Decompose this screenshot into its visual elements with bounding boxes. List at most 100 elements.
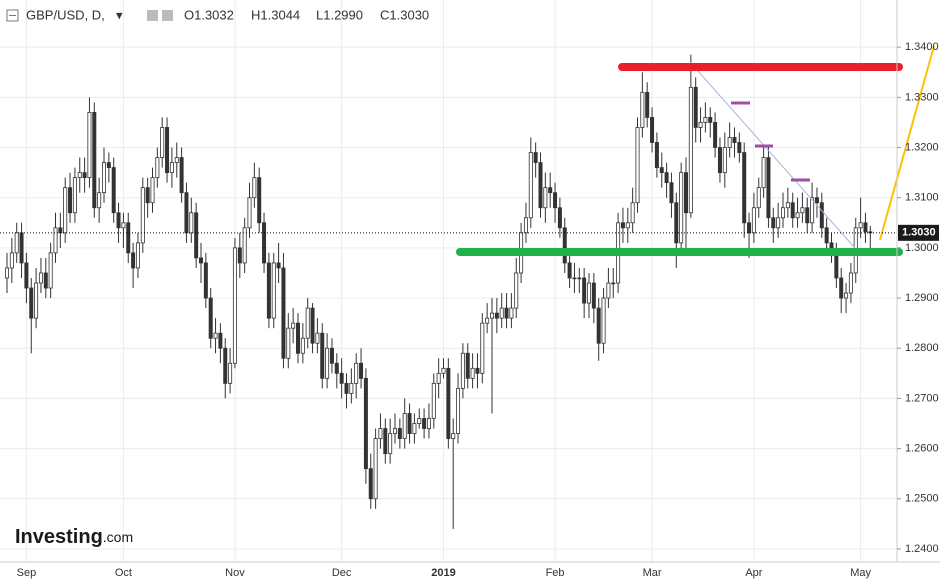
candle-body (863, 222, 868, 233)
candle-body (397, 428, 402, 439)
candle-body (402, 413, 407, 439)
candle-body (412, 423, 417, 434)
candle-body (237, 247, 242, 264)
collapse-icon[interactable] (6, 9, 19, 22)
candle-body (121, 222, 126, 229)
candle-body (747, 222, 752, 234)
candle-body (354, 362, 359, 384)
header: GBP/USD, D, ▾ O1.3032 H1.3044 L1.2990 C1… (6, 7, 429, 22)
candle-body (514, 272, 519, 309)
candle-body (359, 362, 364, 379)
candle-body (606, 282, 611, 299)
candle-body (145, 187, 150, 204)
candle-body (77, 172, 82, 179)
candle-body (165, 127, 170, 174)
candle-body (839, 277, 844, 299)
candle-body (131, 252, 136, 269)
candle-body (834, 252, 839, 279)
candle-body (392, 428, 397, 434)
x-tick-label: Apr (745, 567, 762, 579)
candle-body (703, 117, 708, 123)
candle-body (82, 172, 87, 179)
candle-body (650, 117, 655, 143)
y-tick-label: 1.2500 (905, 493, 939, 505)
candle-body (252, 177, 257, 199)
candle-body (785, 202, 790, 209)
candle-body (247, 197, 252, 229)
candle-body (320, 332, 325, 379)
close-icon[interactable] (162, 10, 173, 21)
candle-body (87, 112, 92, 179)
candle-body (349, 382, 354, 394)
candle-body (431, 382, 436, 419)
candle-body (776, 217, 781, 229)
candle-body (494, 312, 499, 319)
candle-body (611, 282, 616, 285)
candle-body (368, 468, 373, 500)
candle-body (582, 277, 587, 304)
candle-body (727, 137, 732, 148)
dropdown-arrow[interactable]: ▾ (116, 7, 123, 22)
settings-icon[interactable] (147, 10, 158, 21)
candle-body (737, 142, 742, 153)
candle-body (24, 262, 29, 289)
candle-body (654, 142, 659, 168)
x-tick-label: Sep (17, 567, 37, 579)
candle-body (383, 428, 388, 455)
logo-text: Investing.com (15, 526, 133, 548)
candle-body (373, 438, 378, 500)
candle-body (523, 217, 528, 234)
candle-body (475, 367, 480, 374)
candle-body (92, 112, 97, 209)
candle-body (557, 207, 562, 229)
candle-body (805, 207, 810, 224)
candle-body (567, 262, 572, 279)
candle-body (771, 217, 776, 229)
candle-body (155, 157, 160, 179)
y-tick-label: 1.3200 (905, 141, 939, 153)
y-tick-label: 1.2800 (905, 342, 939, 354)
candle-body (664, 172, 669, 184)
candle-body (305, 307, 310, 339)
candle-body (315, 332, 320, 344)
candle-body (635, 127, 640, 204)
candle-body (533, 152, 538, 163)
candle-body (470, 367, 475, 379)
candle-body (223, 347, 228, 384)
candle-body (286, 327, 291, 359)
candle-body (102, 162, 107, 194)
candle-body (548, 187, 553, 194)
candle-body (485, 317, 490, 324)
candle-body (679, 172, 684, 244)
candle-body (844, 292, 849, 299)
candle-body (271, 262, 276, 319)
candle-body (509, 307, 514, 319)
candle-body (34, 282, 39, 319)
candle-body (291, 322, 296, 329)
candle-body (19, 232, 24, 264)
candle-body (722, 147, 727, 174)
candle-body (363, 377, 368, 470)
candle-body (688, 86, 693, 214)
candle-body (708, 117, 713, 123)
candle-body (9, 252, 14, 269)
candle-body (591, 282, 596, 309)
candle-body (625, 222, 630, 229)
candle-body (732, 137, 737, 143)
candle-body (645, 91, 650, 118)
candle-body (262, 222, 267, 264)
candle-body (407, 413, 412, 434)
symbol: GBP/USD, D, (26, 7, 105, 22)
candle-body (184, 192, 189, 234)
candle-body (266, 262, 271, 319)
ohlc-close: C1.3030 (380, 7, 429, 22)
candle-body (388, 433, 393, 455)
candle-body (819, 202, 824, 229)
candle-body (766, 157, 771, 219)
y-tick-label: 1.3100 (905, 192, 939, 204)
candle-body (659, 167, 664, 174)
candle-body (14, 232, 19, 254)
candle-body (160, 127, 165, 158)
